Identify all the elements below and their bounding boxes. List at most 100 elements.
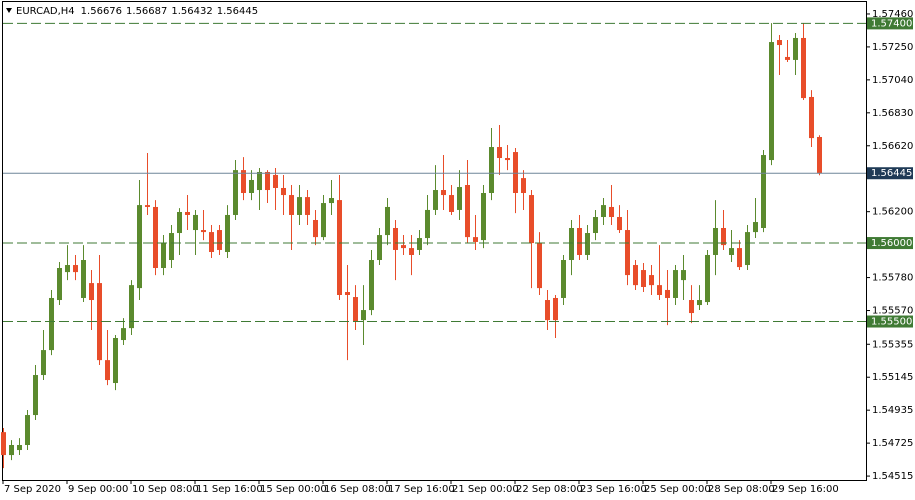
candle-body xyxy=(601,205,606,218)
x-tick-label: 9 Sep 00:00 xyxy=(68,484,128,495)
candle-body xyxy=(9,445,14,456)
candle-body xyxy=(313,219,318,238)
candle-body xyxy=(249,179,254,194)
candle-body xyxy=(785,56,790,60)
y-tick-label: 1.54935 xyxy=(872,405,913,416)
x-tick-label: 16 Sep 08:00 xyxy=(324,484,391,495)
header-high: 1.56687 xyxy=(126,6,167,17)
plot-frame xyxy=(2,1,867,481)
candle-body xyxy=(745,232,750,266)
candle-body xyxy=(577,227,582,255)
x-tick-label: 23 Sep 16:00 xyxy=(580,484,647,495)
header-close: 1.56445 xyxy=(217,6,258,17)
candle-body xyxy=(241,170,246,194)
level-label-box xyxy=(867,17,913,30)
candle-body xyxy=(321,203,326,238)
candle-body xyxy=(449,195,454,212)
candle-body xyxy=(353,297,358,322)
candle-body xyxy=(393,227,398,250)
candle-body xyxy=(505,158,510,161)
candle-body xyxy=(17,445,22,451)
y-tick-label: 1.55570 xyxy=(872,306,913,317)
candle-body xyxy=(281,187,286,196)
candle-body xyxy=(769,42,774,161)
x-tick-label: 21 Sep 00:00 xyxy=(452,484,519,495)
x-tick-label: 7 Sep 2020 xyxy=(4,484,61,495)
candle-body xyxy=(25,415,30,446)
candle-body xyxy=(369,260,374,311)
candle-body xyxy=(609,206,614,218)
candle-body xyxy=(305,197,310,215)
candle-body xyxy=(33,375,38,416)
candle-body xyxy=(473,237,478,242)
candle-body xyxy=(57,268,62,301)
candle-body xyxy=(81,260,86,298)
candle-body xyxy=(209,232,214,253)
candle-body xyxy=(777,40,782,46)
candle-body xyxy=(545,300,550,321)
candle-body xyxy=(705,254,710,303)
x-tick-label: 28 Sep 08:00 xyxy=(708,484,775,495)
candle-body xyxy=(793,37,798,60)
candle-body xyxy=(137,205,142,289)
candle-body xyxy=(689,300,694,314)
level-label-box xyxy=(867,237,913,250)
y-tick-label: 1.54725 xyxy=(872,438,913,449)
candle-body xyxy=(521,178,526,194)
candle-body xyxy=(465,185,470,238)
candle-body xyxy=(337,200,342,295)
candle-body xyxy=(225,214,230,253)
candle-body xyxy=(297,197,302,215)
x-tick-label: 29 Sep 16:00 xyxy=(772,484,839,495)
candle-body xyxy=(697,300,702,306)
y-tick-label: 1.55355 xyxy=(872,339,913,350)
candle-body xyxy=(753,222,758,233)
candle-body xyxy=(809,96,814,139)
candle-body xyxy=(761,155,766,228)
candle-body xyxy=(161,243,166,269)
candle-body xyxy=(737,248,742,268)
candle-body xyxy=(441,190,446,196)
candle-body xyxy=(401,245,406,249)
last-price-label: 1.56445 xyxy=(871,168,912,179)
candle-body xyxy=(633,265,638,286)
candle-body xyxy=(553,297,558,321)
candle-body xyxy=(217,230,222,250)
menu-icon[interactable] xyxy=(6,8,12,13)
candle-body xyxy=(649,275,654,286)
candle-body xyxy=(73,265,78,273)
x-tick-label: 10 Sep 08:00 xyxy=(132,484,199,495)
candle-body xyxy=(497,147,502,159)
y-tick-label: 1.55780 xyxy=(872,273,913,284)
candle-body xyxy=(89,283,94,301)
candle-body xyxy=(625,230,630,276)
level-label-box xyxy=(867,315,913,328)
candle-body xyxy=(273,174,278,188)
candle-body xyxy=(201,230,206,233)
level-label: 1.55500 xyxy=(871,317,912,328)
candle-body xyxy=(233,170,238,215)
candle-body xyxy=(561,260,566,298)
y-tick-label: 1.57250 xyxy=(872,42,913,53)
x-tick-label: 11 Sep 16:00 xyxy=(196,484,263,495)
candle-body xyxy=(121,328,126,341)
x-tick-label: 25 Sep 00:00 xyxy=(644,484,711,495)
candle-body xyxy=(489,147,494,194)
header: EURCAD,H4 1.56676 1.56687 1.56432 1.56445 xyxy=(16,6,258,17)
candle-body xyxy=(537,243,542,289)
candle-body xyxy=(585,233,590,255)
candle-body xyxy=(385,206,390,236)
candle-body xyxy=(569,227,574,261)
candle-body xyxy=(657,285,662,295)
candle-body xyxy=(641,270,646,287)
candle-body xyxy=(265,171,270,191)
candle-body xyxy=(49,297,54,351)
candle-body xyxy=(105,360,110,381)
x-tick-label: 22 Sep 08:00 xyxy=(516,484,583,495)
candle-body xyxy=(593,217,598,234)
candle-body xyxy=(377,235,382,261)
candle-body xyxy=(721,227,726,246)
candle-body xyxy=(801,37,806,99)
